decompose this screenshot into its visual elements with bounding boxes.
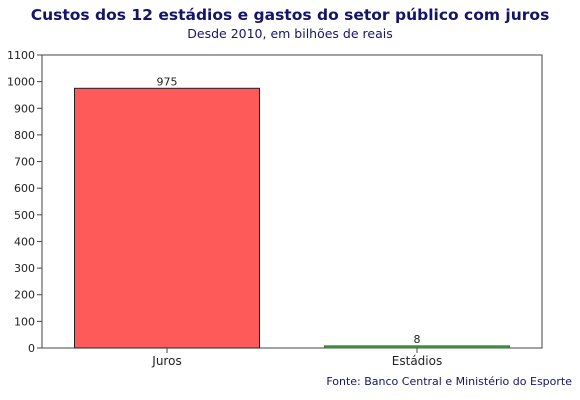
x-tick-label: Estádios [392,354,442,368]
bars: 975 8 [74,75,510,349]
data-label: 975 [157,75,178,88]
chart-source: Fonte: Banco Central e Ministério do Esp… [326,375,572,388]
y-tick-label: 400 [14,235,35,248]
y-tick-label: 700 [14,156,35,169]
y-tick-label: 900 [14,102,35,115]
y-axis: 0 100 200 300 400 500 600 700 800 900 1000 1100 [7,49,42,355]
y-tick-label: 300 [14,262,35,275]
y-tick-label: 1100 [7,49,35,62]
y-tick-label: 1000 [7,76,35,89]
x-axis: Juros Estádios [151,348,442,368]
bar-juros [74,87,260,349]
y-tick-label: 500 [14,209,35,222]
y-tick-label: 800 [14,129,35,142]
y-tick-label: 0 [28,342,35,355]
chart-subtitle: Desde 2010, em bilhões de reais [187,26,393,41]
bar-estadios [324,345,510,349]
chart-title: Custos dos 12 estádios e gastos do setor… [30,6,550,24]
y-tick-label: 200 [14,289,35,302]
x-tick-label: Juros [151,354,181,368]
y-tick-label: 100 [14,315,35,328]
data-label: 8 [414,333,421,346]
y-tick-label: 600 [14,182,35,195]
